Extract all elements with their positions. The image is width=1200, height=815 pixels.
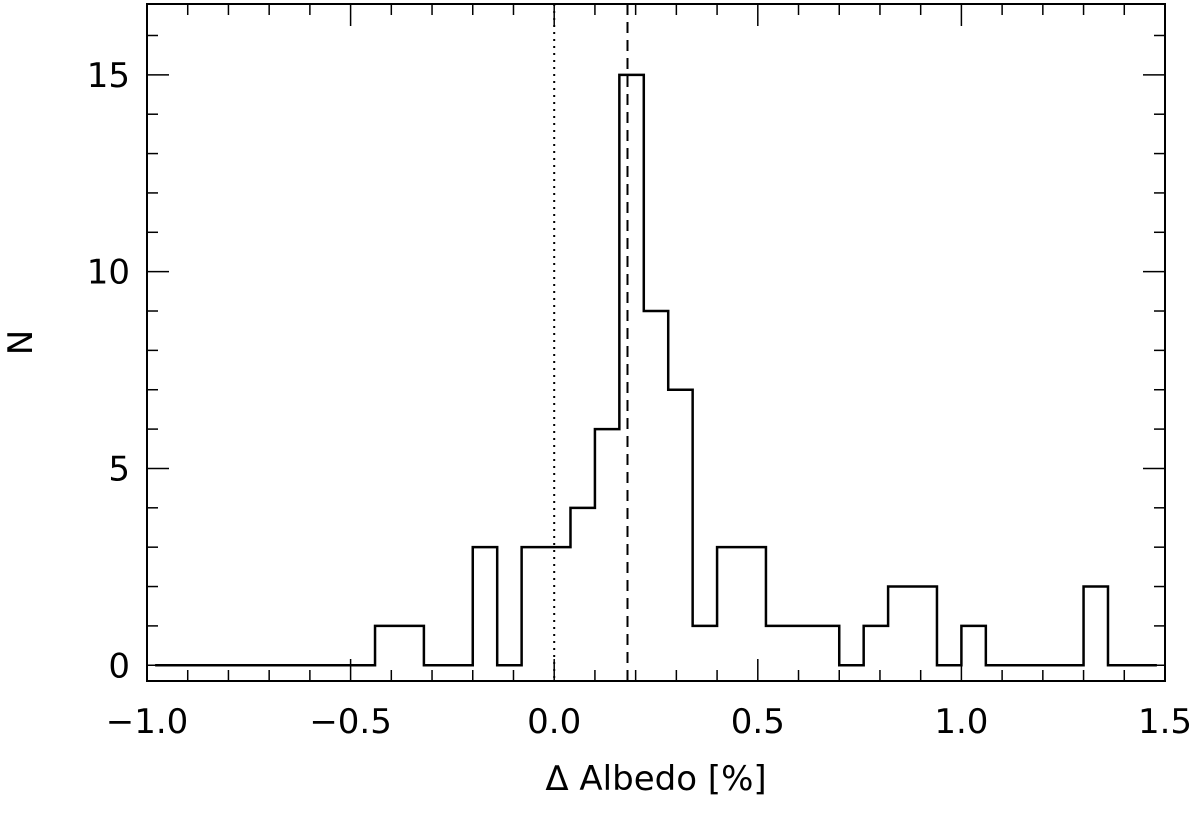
plot-frame [146,3,1166,682]
y-tick-label: 0 [108,646,130,686]
x-tick-label: 0.5 [731,702,785,742]
x-tick-label: −0.5 [309,702,392,742]
y-tick-label: 10 [87,253,130,293]
tick-labels: −1.0 −0.5 0.0 0.5 1.0 1.5 0 5 10 15 [87,56,1192,742]
x-axis-title: Δ Albedo [%] [545,759,766,799]
y-tick-label: 5 [108,449,130,489]
reference-lines [553,4,629,681]
x-tick-label: 1.0 [934,702,988,742]
y-axis-title: N [1,330,41,355]
histogram-step-line [155,73,1157,667]
axis-ticks [146,4,1166,681]
x-tick-label: 0.0 [527,702,581,742]
x-tick-label: 1.5 [1138,702,1192,742]
x-tick-label: −1.0 [106,702,189,742]
y-tick-label: 15 [87,56,130,96]
